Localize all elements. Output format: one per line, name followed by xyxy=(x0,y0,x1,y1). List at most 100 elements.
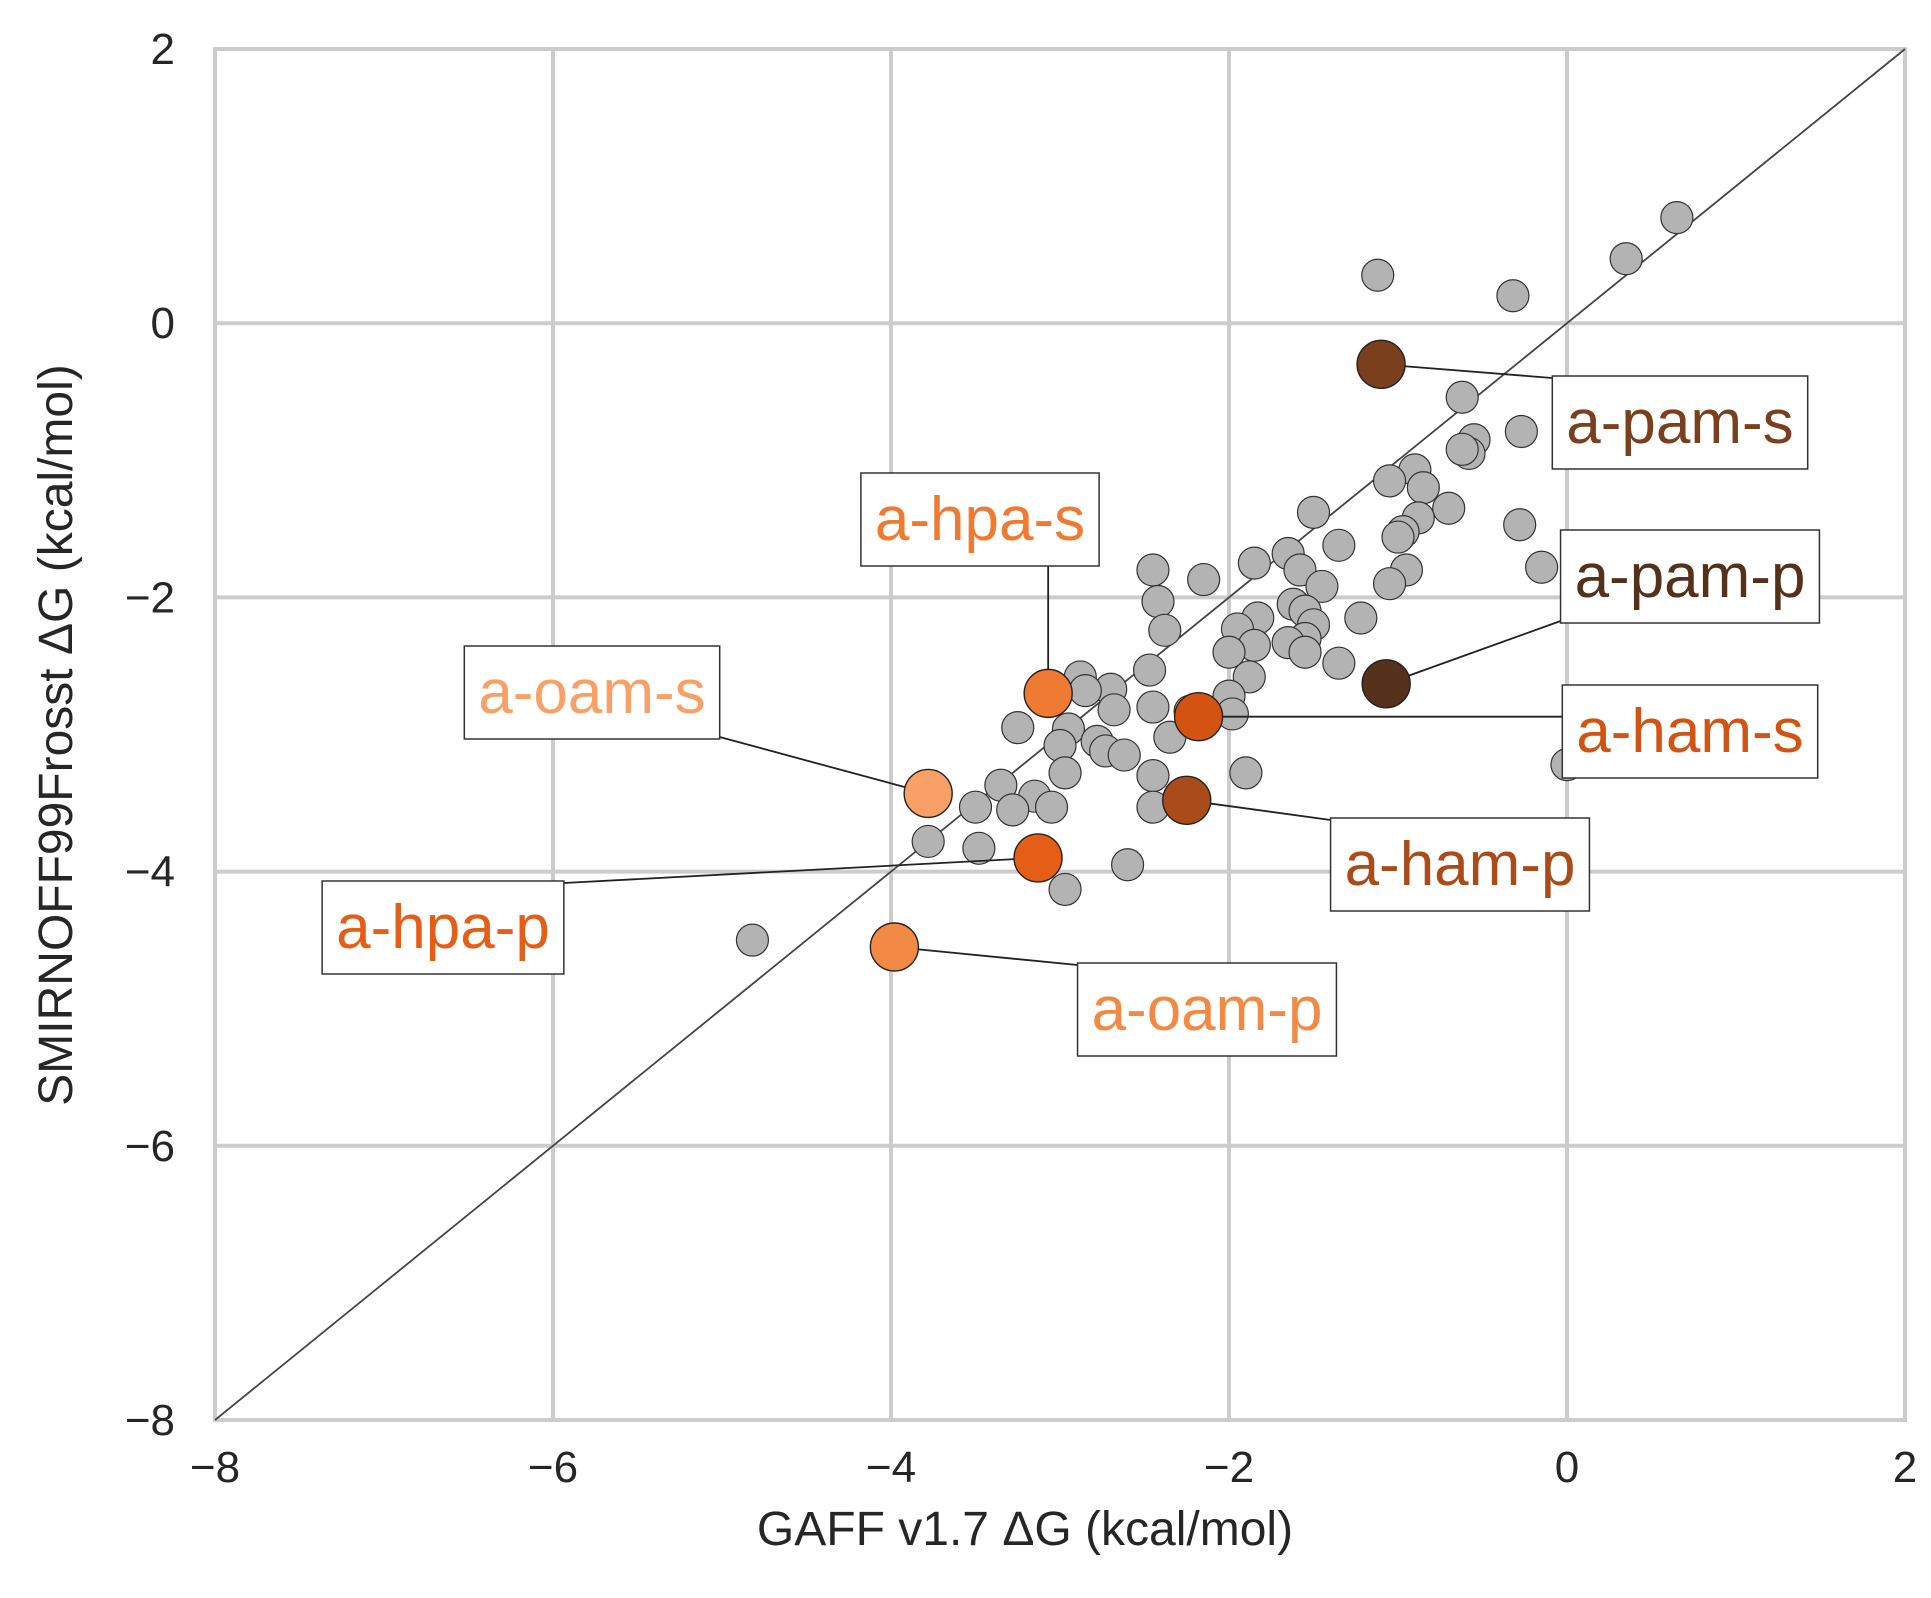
tick-labels: −8 −6 −4 −2 0 2 −8 −6 −4 −2 0 2 xyxy=(125,25,1917,1492)
y-tick-label: −8 xyxy=(125,1396,175,1445)
annotation-box xyxy=(860,472,1100,567)
annotation-label: a-ham-s xyxy=(1576,697,1803,766)
highlighted-point-a-hpa-s xyxy=(1023,668,1073,719)
x-tick-label: 0 xyxy=(1555,1443,1579,1492)
highlighted-point-a-pam-p xyxy=(1361,659,1411,709)
y-tick-label: 2 xyxy=(151,25,175,74)
data-point xyxy=(1048,872,1082,907)
data-point xyxy=(1107,738,1141,772)
highlighted-point-a-oam-s xyxy=(903,768,953,819)
data-point xyxy=(958,790,993,824)
data-point xyxy=(1136,553,1170,587)
highlighted-point-a-ham-p xyxy=(1162,775,1212,826)
annotation-a-ham-p: a-ham-p xyxy=(1329,817,1591,912)
data-point xyxy=(1660,201,1694,235)
y-tick-label: −4 xyxy=(125,848,175,897)
x-tick-label: −2 xyxy=(1204,1443,1254,1492)
data-point xyxy=(1445,380,1479,414)
data-point xyxy=(996,793,1030,827)
y-axis-label: SMIRNOFF99Frosst ΔG (kcal/mol) xyxy=(30,364,83,1105)
data-point xyxy=(1322,528,1356,562)
data-point xyxy=(1288,635,1322,669)
data-point xyxy=(1381,520,1415,554)
data-point xyxy=(1141,584,1175,619)
data-point xyxy=(1609,242,1643,276)
data-point xyxy=(1132,653,1167,687)
annotation-label: a-pam-s xyxy=(1566,388,1793,457)
annotation-a-pam-p: a-pam-p xyxy=(1559,529,1821,624)
data-point xyxy=(1212,635,1246,669)
data-point xyxy=(1504,414,1538,449)
highlighted-points xyxy=(869,339,1411,972)
highlighted-point-a-hpa-p xyxy=(1013,833,1063,883)
data-point xyxy=(1136,759,1170,793)
data-point xyxy=(1432,491,1466,525)
data-point xyxy=(911,824,945,859)
annotation-a-hpa-p: a-hpa-p xyxy=(321,880,565,975)
annotation-a-ham-s: a-ham-s xyxy=(1561,684,1819,779)
annotation-leader-line xyxy=(1381,363,1553,379)
x-tick-label: 2 xyxy=(1893,1443,1917,1492)
data-point xyxy=(1525,550,1559,584)
annotations: a-pam-s a-pam-p a-hpa-s a-ham-s a-oam-s a-ham… xyxy=(321,375,1821,1057)
annotation-label: a-hpa-s xyxy=(875,485,1085,554)
y-tick-label: −2 xyxy=(125,573,175,622)
annotation-leader-line xyxy=(1385,620,1561,685)
highlighted-point-a-oam-p xyxy=(869,922,920,972)
data-point xyxy=(1361,258,1395,292)
annotation-label: a-hpa-p xyxy=(336,893,550,962)
x-tick-label: −4 xyxy=(866,1443,916,1492)
annotation-box xyxy=(1559,529,1821,624)
data-point xyxy=(1229,756,1263,790)
y-tick-label: 0 xyxy=(151,299,175,348)
y-tick-label: −6 xyxy=(125,1122,175,1171)
annotation-label: a-oam-p xyxy=(1092,975,1323,1044)
data-point xyxy=(1043,728,1077,763)
data-point xyxy=(1187,562,1221,597)
data-point xyxy=(1322,646,1356,680)
annotation-box xyxy=(1076,962,1338,1057)
x-axis-label: GAFF v1.7 ΔG (kcal/mol) xyxy=(757,1503,1293,1556)
data-point xyxy=(1296,495,1331,529)
data-point xyxy=(1232,660,1266,694)
data-point xyxy=(1136,690,1170,724)
data-point xyxy=(1001,711,1035,745)
data-point xyxy=(1445,432,1479,466)
annotation-box xyxy=(1551,375,1809,470)
annotation-label: a-pam-p xyxy=(1575,542,1806,611)
data-point xyxy=(1406,471,1440,505)
annotation-box xyxy=(1561,684,1819,779)
annotation-a-oam-p: a-oam-p xyxy=(1076,962,1338,1057)
data-point xyxy=(1372,464,1407,498)
annotation-label: a-ham-p xyxy=(1345,830,1576,899)
x-tick-label: −8 xyxy=(190,1443,240,1492)
data-point xyxy=(735,923,770,957)
x-tick-label: −6 xyxy=(528,1443,578,1492)
data-point xyxy=(962,831,996,865)
annotation-box xyxy=(1329,817,1591,912)
data-point xyxy=(1496,279,1530,313)
data-point xyxy=(1372,567,1407,601)
annotation-box xyxy=(321,880,565,975)
data-point xyxy=(1110,848,1145,882)
data-point xyxy=(1503,508,1537,542)
data-point xyxy=(1344,601,1378,635)
annotation-a-hpa-s: a-hpa-s xyxy=(860,472,1100,567)
annotation-a-pam-s: a-pam-s xyxy=(1551,375,1809,470)
data-point xyxy=(1048,756,1082,790)
data-points xyxy=(735,201,1694,957)
data-point xyxy=(1034,790,1069,824)
annotation-leader-line xyxy=(719,736,929,795)
data-point xyxy=(1148,613,1182,647)
highlighted-point-a-pam-s xyxy=(1356,339,1406,390)
highlighted-point-a-ham-s xyxy=(1173,691,1224,742)
annotation-a-oam-s: a-oam-s xyxy=(463,645,721,740)
annotation-leader-line xyxy=(563,856,1039,884)
data-point xyxy=(1305,569,1339,604)
data-point xyxy=(1068,674,1102,708)
data-point xyxy=(1237,546,1271,580)
annotation-label: a-oam-s xyxy=(478,658,705,727)
data-point xyxy=(1097,693,1131,727)
annotation-box xyxy=(463,645,721,740)
